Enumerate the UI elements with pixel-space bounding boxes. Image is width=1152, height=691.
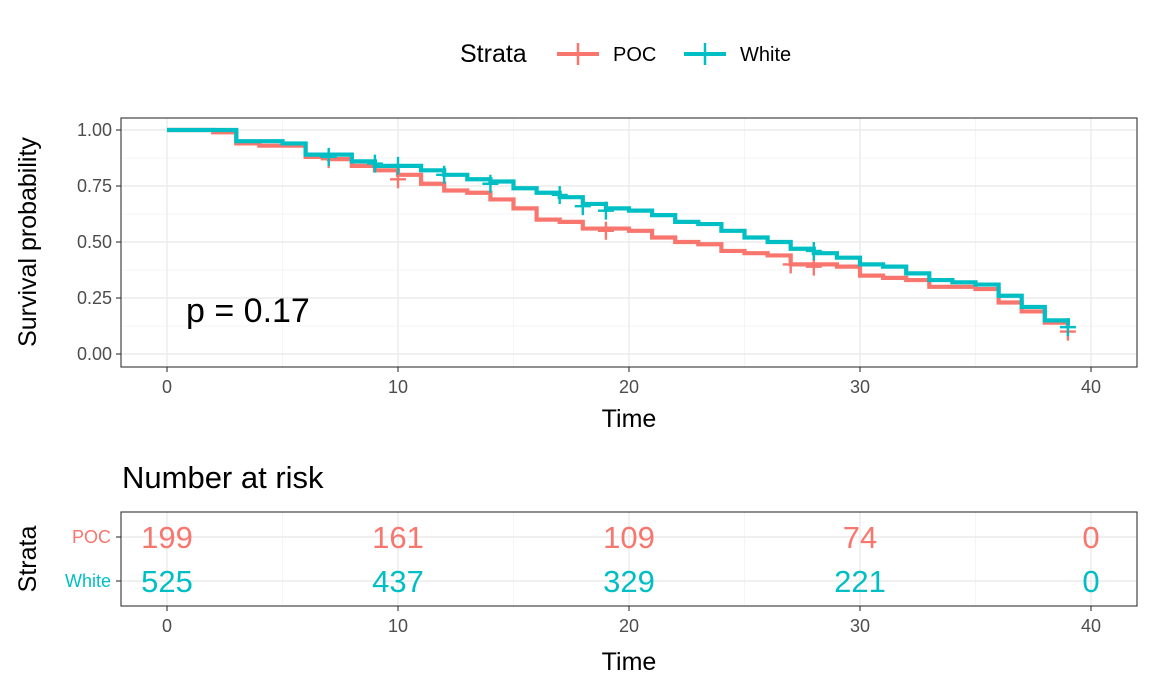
y-tick-label: 0.75: [77, 176, 112, 196]
survival-curves: [167, 127, 1070, 328]
legend: Strata POC White: [460, 40, 791, 68]
survival-y-ticks: 0.00 0.25 0.50 0.75 1.00: [77, 120, 121, 364]
risk-count-white: 221: [834, 564, 886, 599]
legend-key-white: [684, 43, 726, 65]
x-tick-label: 40: [1081, 377, 1101, 397]
survival-curve-poc: [167, 127, 1070, 328]
x-tick-label: 20: [619, 377, 639, 397]
y-tick-label: 1.00: [77, 120, 112, 140]
legend-label-poc: POC: [613, 44, 656, 66]
risk-y-axis-title: Strata: [14, 526, 42, 593]
x-tick-label: 30: [850, 377, 870, 397]
legend-title: Strata: [460, 40, 527, 68]
censor-mark-poc: [782, 255, 799, 274]
risk-x-axis-title: Time: [602, 648, 657, 676]
risk-x-tick-label: 20: [619, 616, 639, 636]
survival-y-axis-title: Survival probability: [14, 137, 42, 347]
risk-table-panel: Number at risk 199 161 109 74 0 525 437 329 221 0…: [14, 460, 1138, 676]
survival-grid: [121, 118, 1137, 367]
censor-mark-white: [366, 154, 383, 173]
risk-count-poc: 0: [1082, 520, 1099, 555]
censor-mark-white: [574, 197, 591, 216]
risk-x-tick-label: 0: [162, 616, 172, 636]
censor-mark-poc: [597, 221, 614, 240]
risk-strata-label-white: White: [65, 571, 111, 591]
survival-censor-marks: [320, 147, 1076, 341]
censor-mark-white: [805, 241, 822, 260]
survival-panel: 0.000.250.500.751.00 0 10 20 30 40 p = 0.17 …: [14, 117, 1138, 433]
legend-key-poc: [557, 43, 599, 65]
censor-mark-white: [1059, 318, 1076, 337]
x-tick-label: 0: [162, 377, 172, 397]
censor-mark-white: [436, 165, 453, 184]
risk-x-ticks: 0 10 20 30 40: [162, 606, 1101, 636]
risk-count-white: 329: [603, 564, 655, 599]
risk-grid: [121, 512, 1137, 606]
censor-mark-poc: [805, 257, 822, 276]
risk-count-poc: 74: [843, 520, 877, 555]
y-tick-label: 0.50: [77, 232, 112, 252]
survival-x-axis-title: Time: [602, 405, 657, 433]
risk-x-tick-label: 40: [1081, 616, 1101, 636]
risk-count-white: 437: [372, 564, 424, 599]
censor-mark-white: [597, 201, 614, 220]
y-tick-label: 0.00: [77, 344, 112, 364]
y-tick-label: 0.25: [77, 288, 112, 308]
censor-mark-white: [551, 185, 568, 204]
risk-count-poc: 109: [603, 520, 655, 555]
censor-mark-white: [390, 156, 406, 175]
risk-table-title: Number at risk: [122, 460, 324, 495]
risk-count-white: 0: [1082, 564, 1099, 599]
legend-label-white: White: [740, 44, 791, 66]
risk-x-tick-label: 10: [388, 616, 408, 636]
survival-x-ticks: 0 10 20 30 40: [162, 367, 1101, 397]
censor-mark-white: [320, 147, 337, 166]
x-tick-label: 10: [388, 377, 408, 397]
risk-count-white: 525: [141, 564, 193, 599]
risk-count-poc: 161: [372, 520, 424, 555]
risk-rows: 199 161 109 74 0 525 437 329 221 0: [141, 520, 1099, 599]
survival-curve-white: [167, 127, 1070, 325]
risk-x-tick-label: 30: [850, 616, 870, 636]
risk-count-poc: 199: [141, 520, 193, 555]
risk-strata-label-poc: POC: [72, 527, 111, 547]
risk-strata-labels: POC White: [65, 527, 121, 591]
censor-mark-white: [482, 174, 499, 193]
p-value-annotation: p = 0.17: [186, 292, 310, 330]
